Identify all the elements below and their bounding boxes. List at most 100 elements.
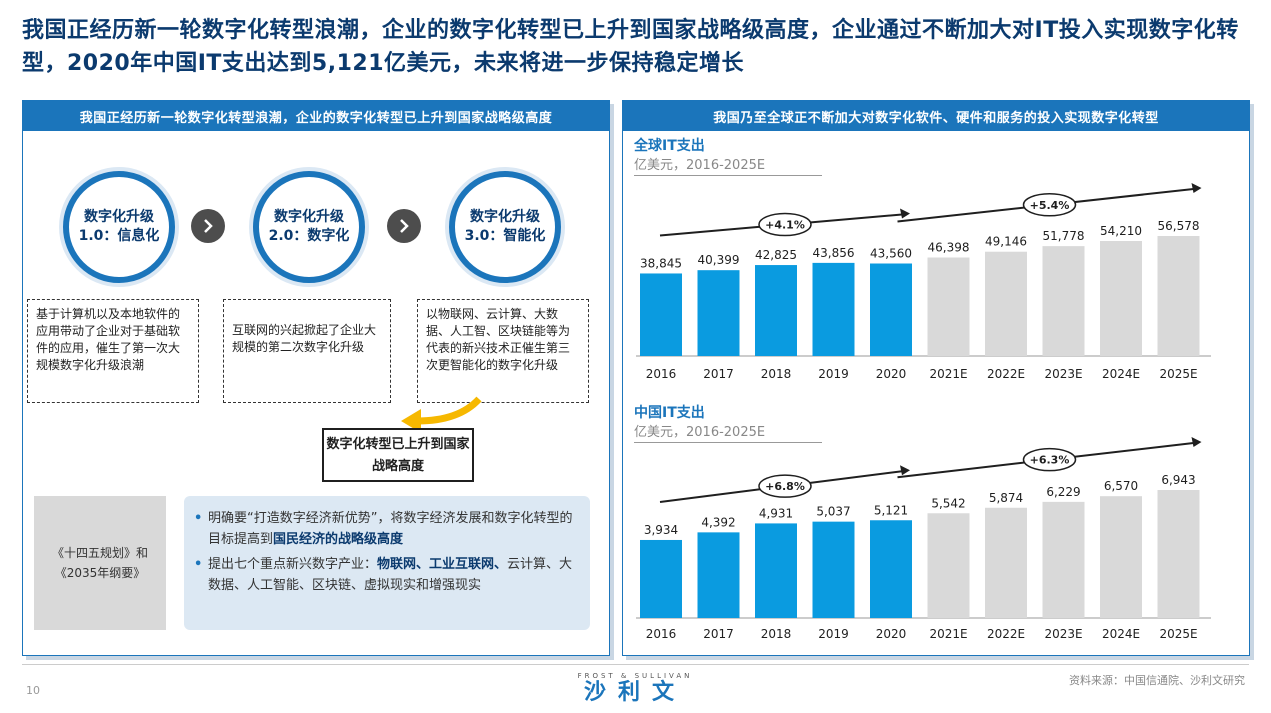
- chart-2-tick-label: 2017: [703, 627, 734, 641]
- chart-2-value-label: 5,874: [989, 491, 1023, 505]
- chart-2-tick-label: 2024E: [1102, 627, 1140, 641]
- chart-2-bar: [985, 507, 1027, 618]
- chart-1-value-label: 43,560: [870, 247, 912, 261]
- chart-2-tick-label: 2019: [818, 627, 849, 641]
- chart-1-tick-label: 2020: [876, 367, 907, 381]
- chevron-right-icon: [387, 209, 421, 243]
- chart-2-tick-label: 2020: [876, 627, 907, 641]
- chart-1-value-label: 54,210: [1100, 224, 1142, 238]
- chart-2-bar: [755, 523, 797, 618]
- chart-2-title: 中国IT支出: [634, 405, 705, 421]
- chart-1-unit: 亿美元，2016-2025E: [634, 154, 822, 176]
- stage-3-label: 数字化升级3.0：智能化: [464, 209, 546, 244]
- chart-2-bar: [1157, 490, 1200, 618]
- stage-3-circle: 数字化升级3.0：智能化: [449, 171, 561, 283]
- chart-2-tick-label: 2022E: [987, 627, 1025, 641]
- chevron-right-icon: [191, 209, 225, 243]
- footer-divider: [22, 664, 1249, 665]
- arrowhead-icon: [900, 208, 910, 219]
- chart-2-value-label: 6,229: [1046, 485, 1080, 499]
- arrowhead-icon: [900, 465, 910, 476]
- chart-1-bar: [1157, 236, 1200, 356]
- chart-2-bar: [1042, 501, 1085, 618]
- chart-1-tick-label: 2017: [703, 367, 734, 381]
- chart-1-value-label: 42,825: [755, 248, 797, 262]
- chart-2-tick-label: 2023E: [1044, 627, 1082, 641]
- chart-2-value-label: 4,392: [701, 515, 735, 529]
- chart-2-cagr-forecast: +6.3%: [1030, 454, 1070, 467]
- chart-1-title: 全球IT支出: [634, 138, 705, 154]
- stage-2-circle: 数字化升级2.0：数字化: [253, 171, 365, 283]
- chart-1-value-label: 51,778: [1043, 229, 1085, 243]
- policy-bullet-1: 明确要“打造数字经济新优势”，将数字经济发展和数字化转型的目标提高到国民经济的战…: [194, 508, 580, 550]
- chart-1-value-label: 43,856: [813, 246, 855, 260]
- logo: FROST & SULLIVAN 沙利文: [560, 672, 710, 706]
- chart-2-unit: 亿美元，2016-2025E: [634, 421, 822, 443]
- stage-3-description: 以物联网、云计算、大数据、人工智、区块链能等为代表的新兴技术正催生第三次更智能化…: [417, 299, 589, 403]
- chart-2-bar: [927, 513, 970, 618]
- chart-1-tick-label: 2016: [646, 367, 677, 381]
- chart-1-bar: [697, 270, 740, 356]
- chart-2-bar: [1100, 496, 1142, 618]
- plan-label: 《十四五规划》和《2035年纲要》: [51, 546, 148, 580]
- chart-2-value-label: 4,931: [759, 506, 793, 520]
- bullet-2-suffix: 云计算、大数据、人工智能、区块链、虚拟现实和增强现实: [208, 557, 573, 593]
- chart-1-tick-label: 2019: [818, 367, 849, 381]
- chart-1-cagr-forecast: +5.4%: [1030, 199, 1070, 212]
- chart-1-value-label: 56,578: [1158, 219, 1200, 233]
- chart-2-cagr-forecast-badge: [1022, 447, 1077, 472]
- chart-1-tick-label: 2021E: [929, 367, 967, 381]
- chart-2-tick-label: 2021E: [929, 627, 967, 641]
- stage-1-circle: 数字化升级1.0：信息化: [63, 171, 175, 283]
- chart-1-cagr-actual-badge: [758, 212, 812, 237]
- chart-2-tick-label: 2025E: [1159, 627, 1197, 641]
- chart-2-tick-label: 2016: [646, 627, 677, 641]
- policy-box: 明确要“打造数字经济新优势”，将数字经济发展和数字化转型的目标提高到国民经济的战…: [184, 496, 590, 630]
- logo-main: 沙利文: [583, 680, 686, 705]
- chart-1-tick-label: 2024E: [1102, 367, 1140, 381]
- chart-1-bar: [640, 273, 682, 356]
- chart-1-value-label: 38,845: [640, 256, 682, 270]
- chart-2-tick-label: 2018: [761, 627, 792, 641]
- stage-1-description: 基于计算机以及本地软件的应用带动了企业对于基础软件的应用，催生了第一次大规模数字…: [27, 299, 199, 403]
- chart-2-bar: [697, 532, 740, 618]
- chart-1-bar: [755, 265, 797, 356]
- chart-1-tick-label: 2018: [761, 367, 792, 381]
- logo-top: FROST & SULLIVAN: [577, 672, 693, 680]
- right-panel-header: 我国乃至全球正不断加大对数字化软件、硬件和服务的投入实现数字化转型: [623, 101, 1249, 131]
- chart-1-value-label: 46,398: [928, 241, 970, 255]
- chart-1-bar: [985, 251, 1027, 356]
- chart-1-tick-label: 2025E: [1159, 367, 1197, 381]
- chart-1-tick-label: 2022E: [987, 367, 1025, 381]
- chart-1-bar: [1042, 246, 1085, 356]
- chart-1-tick-label: 2023E: [1044, 367, 1082, 381]
- chart-2-value-label: 3,934: [644, 523, 678, 537]
- strategy-callout: 数字化转型已上升到国家战略高度: [322, 428, 474, 482]
- stage-2-label: 数字化升级2.0：数字化: [268, 209, 350, 244]
- chart-1-bar: [812, 262, 855, 356]
- chart-2-value-label: 5,542: [931, 496, 965, 510]
- curved-arrow-icon: [401, 396, 482, 433]
- chart-2-bar: [812, 521, 855, 618]
- stage-1-label: 数字化升级1.0：信息化: [78, 209, 160, 244]
- chart-1-bar: [1100, 241, 1142, 356]
- slide-headline: 我国正经历新一轮数字化转型浪潮，企业的数字化转型已上升到国家战略级高度，企业通过…: [22, 18, 1239, 76]
- chart-1-value-label: 40,399: [698, 253, 740, 267]
- chart-2-bar: [870, 520, 912, 618]
- chart-2-value-label: 5,037: [816, 505, 850, 519]
- arrowhead-icon: [1191, 183, 1202, 193]
- source-note: 资料来源：中国信通院、沙利文研究: [1069, 674, 1245, 687]
- chart-1-cagr-forecast-badge: [1022, 193, 1077, 217]
- left-panel-header: 我国正经历新一轮数字化转型浪潮，企业的数字化转型已上升到国家战略级高度: [23, 101, 609, 131]
- chart-2-value-label: 6,570: [1104, 479, 1138, 493]
- policy-bullet-2: 提出七个重点新兴数字产业：物联网、工业互联网、云计算、大数据、人工智能、区块链、…: [194, 554, 580, 596]
- chart-2-value-label: 5,121: [874, 503, 908, 517]
- plan-box: 《十四五规划》和《2035年纲要》: [34, 496, 166, 630]
- chart-2-cagr-actual: +6.8%: [765, 480, 805, 493]
- chart-1-bar: [870, 263, 912, 356]
- chart-2-value-label: 6,943: [1161, 473, 1195, 487]
- bullet-1-bold: 国民经济的战略级高度: [273, 532, 404, 547]
- chart-1-cagr-actual: +4.1%: [765, 218, 805, 231]
